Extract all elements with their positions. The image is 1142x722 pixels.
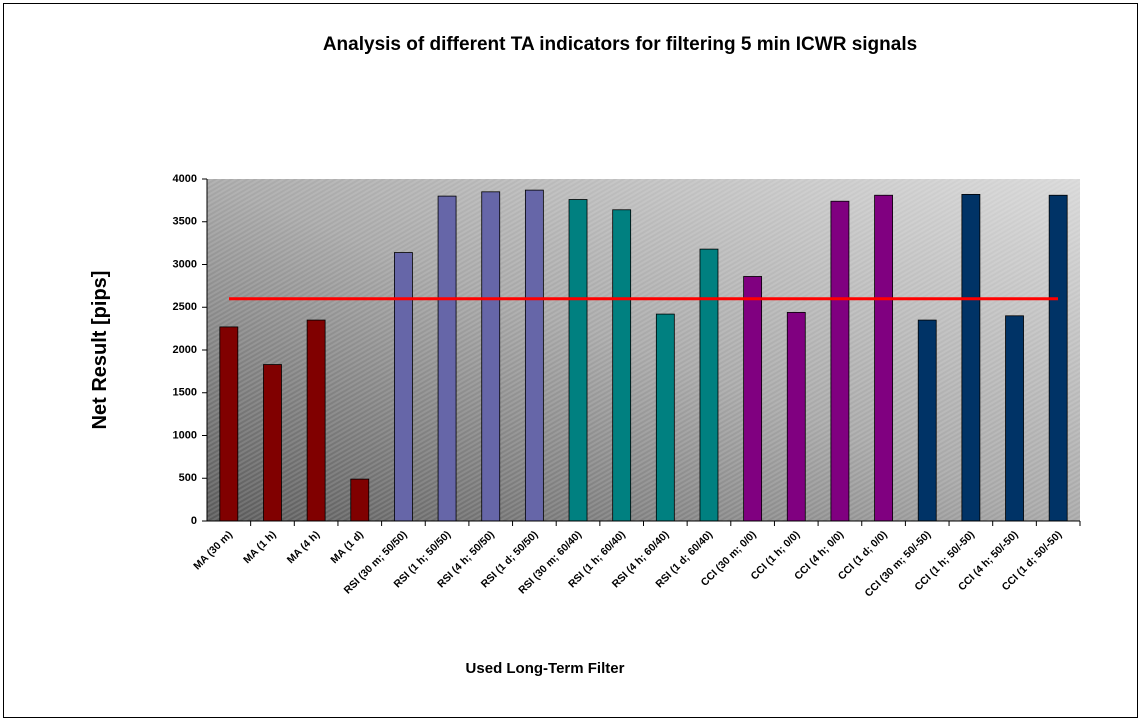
bar <box>437 195 457 522</box>
y-axis-label: Net Result [pips] <box>89 271 111 430</box>
chart-title: Analysis of different TA indicators for … <box>323 34 917 55</box>
bar <box>524 189 544 522</box>
bar <box>874 194 893 522</box>
y-tick-label: 2000 <box>173 344 197 356</box>
bar <box>394 252 413 522</box>
bar <box>743 276 763 522</box>
bar <box>568 199 588 522</box>
bar <box>219 326 239 522</box>
bar <box>699 248 719 522</box>
y-tick-label: 500 <box>179 472 197 484</box>
y-tick-label: 4000 <box>173 173 197 185</box>
bar <box>306 319 326 522</box>
bar <box>1048 194 1068 522</box>
bar <box>917 319 937 522</box>
bar <box>961 193 981 522</box>
bar <box>612 209 632 522</box>
y-tick-label: 3000 <box>173 258 197 270</box>
y-tick-label: 1500 <box>173 387 197 399</box>
y-tick-label: 1000 <box>173 429 197 441</box>
bar <box>263 364 282 522</box>
plot-hatch <box>207 179 1080 521</box>
y-tick-label: 3500 <box>173 216 197 228</box>
x-axis-label: Used Long-Term Filter <box>466 660 625 677</box>
y-tick-label: 0 <box>191 515 197 527</box>
bar <box>1005 315 1024 522</box>
bar <box>481 191 501 522</box>
bar <box>350 478 370 522</box>
bar <box>830 200 850 522</box>
bar <box>655 313 675 522</box>
bar <box>786 311 806 522</box>
y-tick-label: 2500 <box>173 301 197 313</box>
